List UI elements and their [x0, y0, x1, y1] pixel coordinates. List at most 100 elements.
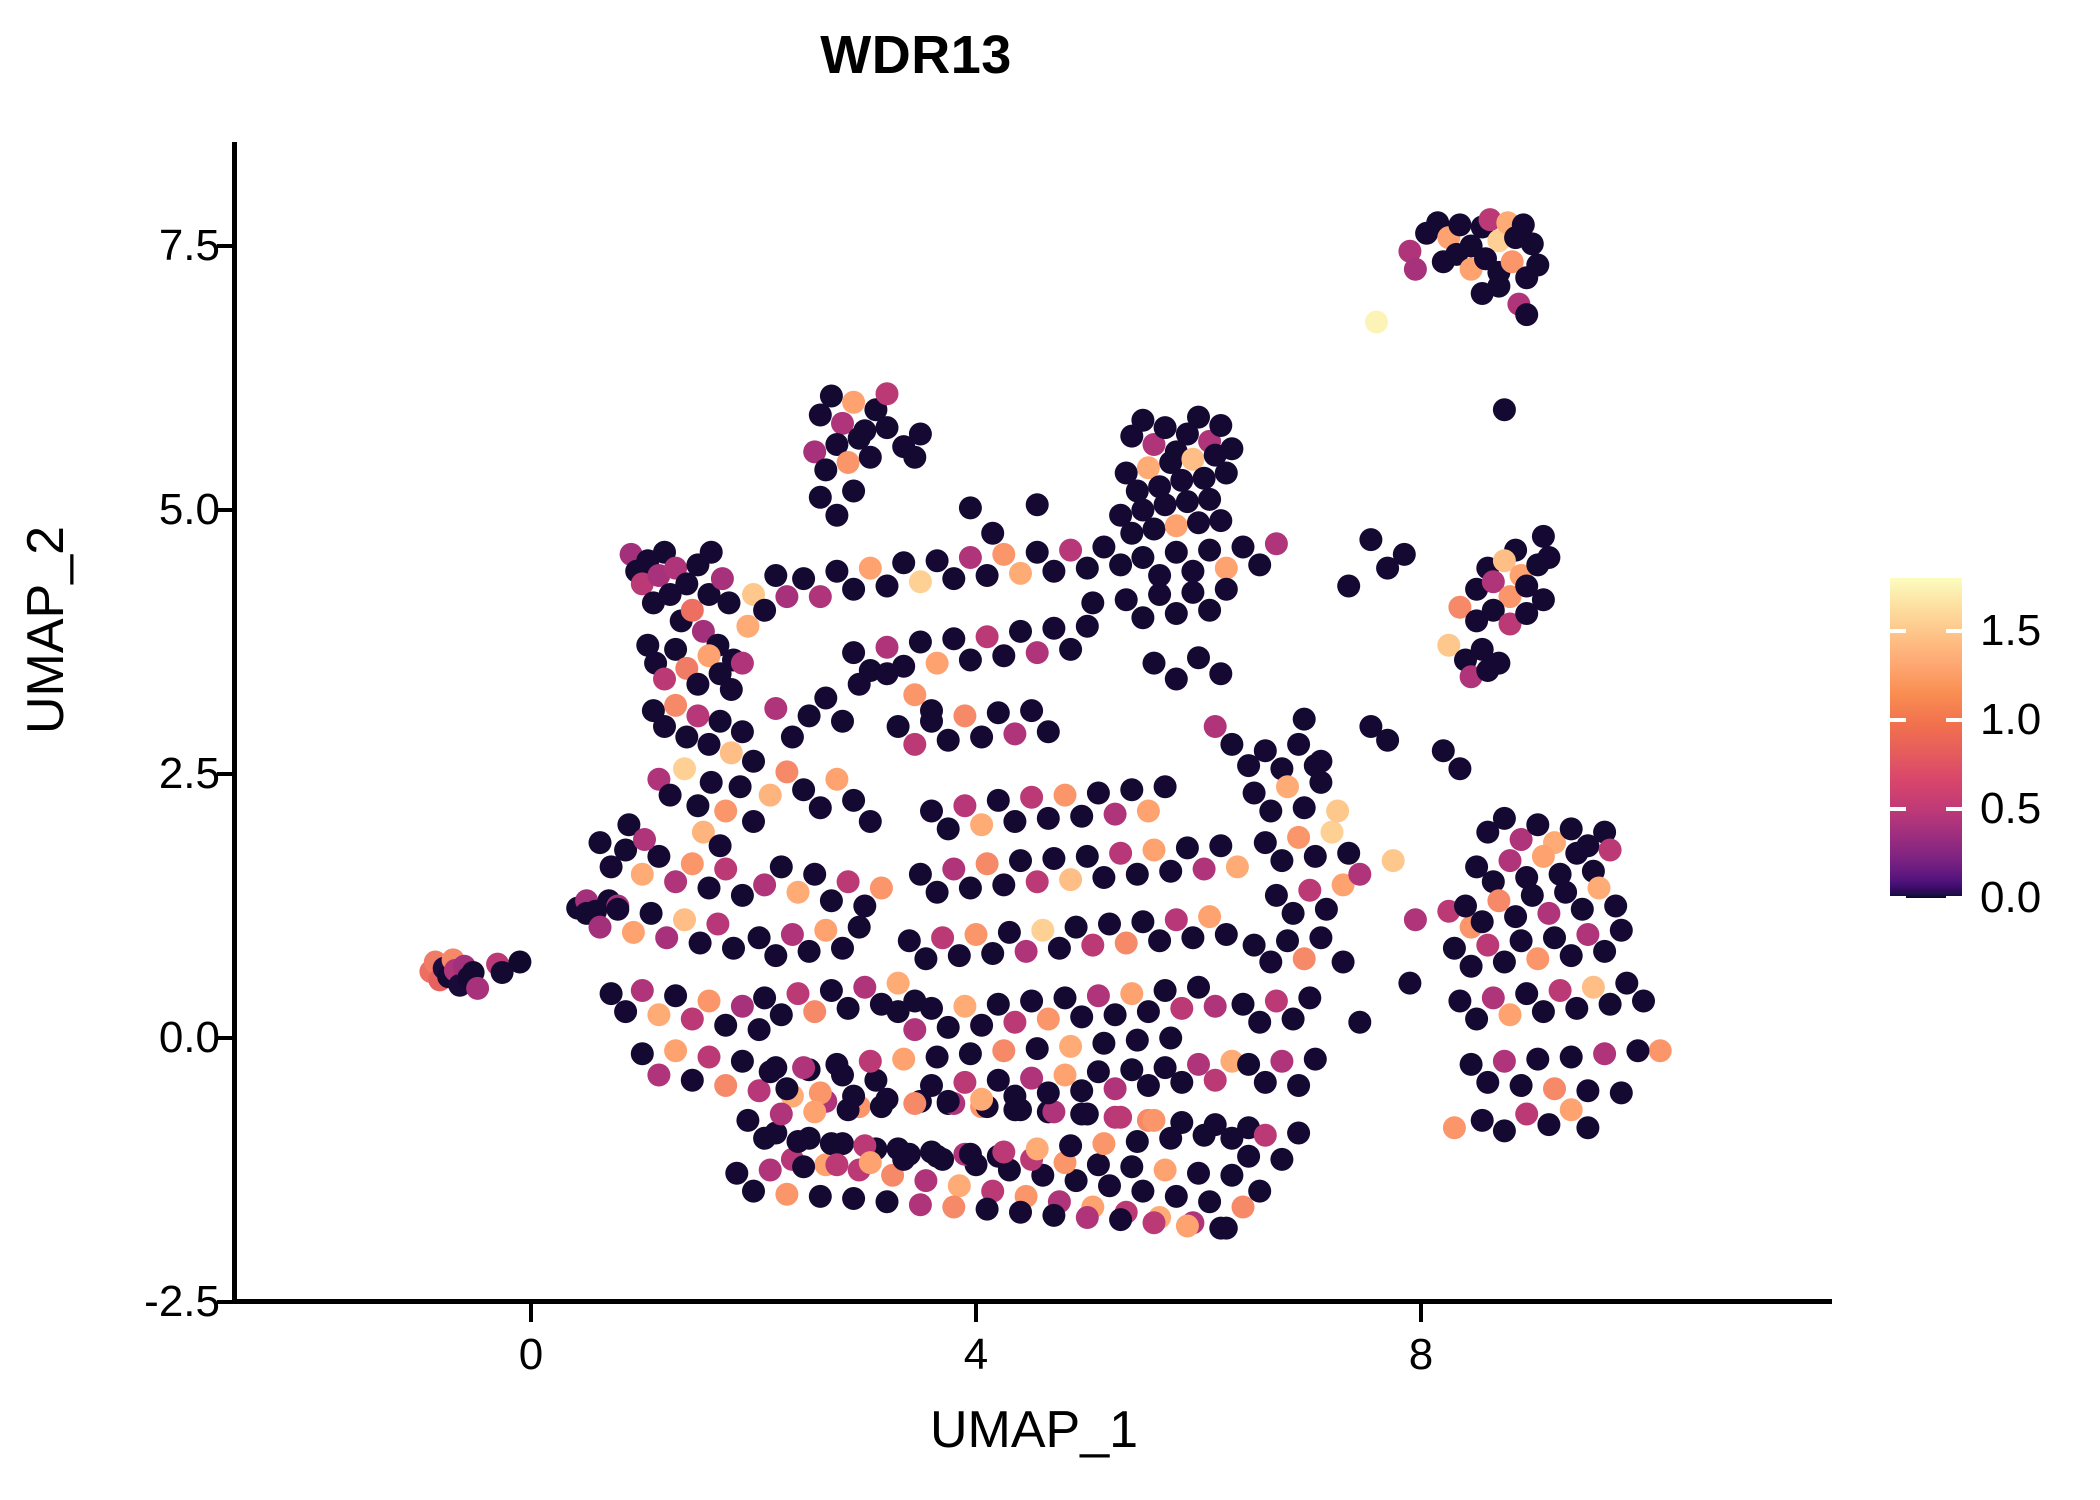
scatter-point: [964, 923, 988, 946]
scatter-point: [742, 1179, 765, 1203]
scatter-point: [908, 630, 932, 654]
scatter-point: [1070, 804, 1094, 828]
scatter-point: [728, 775, 752, 799]
scatter-point: [836, 870, 860, 894]
scatter-point: [986, 992, 1010, 1016]
scatter-point: [780, 923, 804, 946]
scatter-point: [981, 1179, 1005, 1203]
scatter-point: [792, 567, 816, 591]
scatter-point: [808, 585, 832, 609]
scatter-point: [992, 644, 1016, 668]
scatter-point: [1287, 1074, 1311, 1097]
scatter-point: [1042, 847, 1066, 870]
scatter-point: [769, 855, 793, 879]
scatter-point: [1187, 405, 1210, 429]
scatter-point: [1470, 910, 1494, 934]
scatter-point: [697, 644, 721, 668]
scatter-point: [958, 496, 982, 520]
scatter-point: [936, 1015, 960, 1039]
scatter-point: [1014, 939, 1038, 963]
scatter-point: [1270, 849, 1294, 873]
scatter-point: [675, 572, 699, 596]
scatter-point: [914, 1169, 938, 1193]
scatter-point: [647, 844, 671, 868]
scatter-point: [753, 873, 777, 897]
colorbar-tick-label: 1.5: [1980, 606, 2042, 656]
scatter-point: [986, 1068, 1010, 1092]
scatter-point: [1609, 918, 1633, 942]
scatter-point: [736, 1108, 760, 1132]
scatter-point: [1059, 637, 1083, 661]
scatter-point: [953, 994, 977, 1018]
scatter-point: [847, 672, 871, 696]
y-tick-mark: [217, 244, 234, 248]
scatter-point: [892, 1047, 916, 1071]
scatter-point: [758, 1158, 782, 1182]
scatter-point: [1020, 989, 1044, 1013]
scatter-point: [1287, 825, 1311, 849]
scatter-point: [1114, 588, 1138, 612]
scatter-point: [1187, 511, 1210, 535]
scatter-point: [1445, 242, 1469, 266]
colorbar-tick-mark: [1890, 896, 1906, 900]
scatter-point: [842, 390, 866, 414]
scatter-point: [1515, 303, 1539, 327]
scatter-point: [975, 625, 999, 649]
scatter-point: [1086, 984, 1110, 1008]
scatter-point: [1153, 493, 1177, 517]
scatter-point: [786, 880, 810, 904]
scatter-point: [1142, 651, 1166, 675]
scatter-point: [936, 1089, 960, 1113]
scatter-point: [792, 778, 816, 802]
scatter-point: [1153, 1056, 1177, 1080]
scatter-point: [792, 1056, 816, 1080]
scatter-point: [1064, 915, 1088, 939]
scatter-point: [1231, 1195, 1255, 1219]
scatter-point: [858, 1151, 882, 1175]
scatter-point: [1465, 1007, 1489, 1031]
scatter-point: [908, 422, 932, 446]
scatter-point: [686, 794, 710, 818]
x-axis-line: [232, 1299, 1832, 1304]
scatter-point: [1209, 1216, 1233, 1240]
scatter-point: [1376, 728, 1400, 752]
scatter-point: [747, 926, 771, 950]
scatter-point: [1070, 1079, 1094, 1103]
scatter-point: [803, 440, 827, 464]
scatter-point: [1009, 849, 1032, 873]
scatter-point: [936, 728, 960, 752]
scatter-point: [842, 641, 866, 665]
scatter-point: [1442, 936, 1466, 960]
scatter-point: [1092, 866, 1116, 889]
scatter-point: [1198, 598, 1222, 622]
scatter-point: [997, 920, 1021, 944]
scatter-point: [1086, 781, 1110, 805]
scatter-point: [1036, 1007, 1060, 1031]
scatter-point: [1092, 1031, 1116, 1055]
scatter-point: [1075, 556, 1099, 580]
scatter-point: [1314, 897, 1338, 921]
scatter-point: [1020, 785, 1044, 809]
scatter-point: [1242, 781, 1266, 805]
scatter-point: [1487, 274, 1511, 298]
scatter-point: [1264, 989, 1288, 1013]
scatter-point: [1248, 1179, 1272, 1203]
scatter-point: [1348, 1010, 1372, 1034]
scatter-point: [1225, 855, 1249, 879]
scatter-point: [1509, 828, 1533, 851]
colorbar-tick-mark: [1890, 807, 1906, 812]
scatter-point: [947, 1174, 971, 1198]
scatter-point: [1159, 1126, 1183, 1150]
scatter-point: [814, 458, 838, 482]
scatter-point: [1559, 817, 1583, 841]
scatter-point: [875, 574, 899, 598]
scatter-point: [730, 994, 754, 1018]
scatter-point: [1098, 1174, 1121, 1198]
scatter-point: [903, 732, 927, 756]
scatter-point: [508, 950, 532, 974]
scatter-point: [1331, 873, 1355, 897]
scatter-point: [1075, 1102, 1099, 1126]
scatter-point: [1465, 855, 1489, 879]
scatter-point: [1192, 1123, 1216, 1147]
scatter-point: [730, 883, 754, 907]
